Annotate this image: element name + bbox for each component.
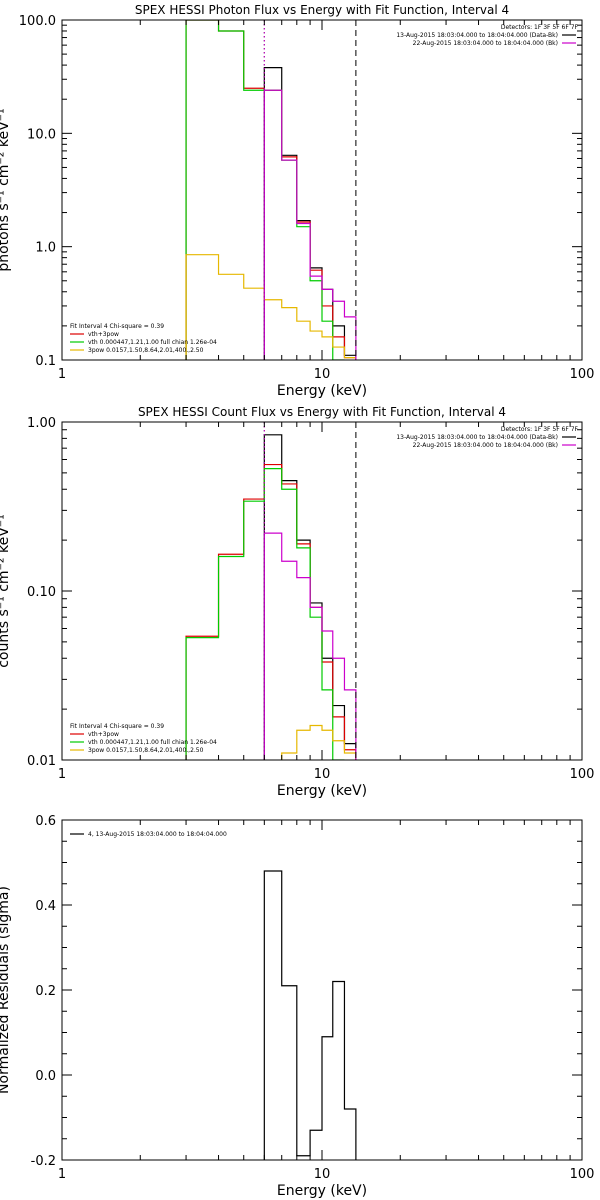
x-tick-label: 10 — [314, 767, 331, 782]
y-tick-label: 10.0 — [27, 127, 56, 142]
legend-label: 3pow 0.0157,1.50,8.64,2.01,400.,2.50 — [88, 747, 204, 754]
annotation-right: Detectors: 1F 3F 5F 6F 7F — [501, 24, 579, 31]
legend-title: Fit Interval 4 Chi-square = 0.39 — [70, 323, 164, 330]
y-tick-label: 1.00 — [27, 416, 56, 431]
x-tick-label: 10 — [314, 367, 331, 382]
legend-title: Fit Interval 4 Chi-square = 0.39 — [70, 723, 164, 730]
y-tick-label: 0.0 — [35, 1069, 56, 1084]
series-group — [263, 870, 357, 1160]
chart-title: SPEX HESSI Photon Flux vs Energy with Fi… — [135, 3, 509, 17]
series-4-line — [263, 532, 357, 760]
y-tick-label: 0.01 — [27, 754, 56, 769]
legend-label: vth+3pow — [88, 731, 119, 738]
x-tick-label: 10 — [314, 1167, 331, 1182]
series-3-line — [185, 254, 357, 360]
legend-label: 4, 13-Aug-2015 18:03:04.000 to 18:04:04.… — [88, 831, 227, 838]
annotation-right: 13-Aug-2015 18:03:04.000 to 18:04:04.000… — [396, 434, 558, 441]
chart-count: 1 10 100 Energy (keV) 0.01 0.10 1.00 counts s⁻¹… — [0, 405, 594, 799]
y-axis-label: photons s⁻¹ cm⁻² keV⁻¹ — [0, 108, 12, 271]
x-tick-label: 100 — [570, 767, 595, 782]
legend-label: vth 0.000447,1.21,1.00 full chian 1.26e-… — [88, 339, 217, 346]
y-tick-label: 0.10 — [27, 585, 56, 600]
annotation-right: 22-Aug-2015 18:03:04.000 to 18:04:04.000… — [413, 442, 558, 449]
x-tick-label: 100 — [570, 367, 595, 382]
y-axis-label: counts s⁻¹ cm⁻² keV⁻¹ — [0, 514, 12, 668]
chart-photon: 1 10 100 Energy (keV) 0.1 1.0 10.0 100.0 photons… — [0, 3, 594, 399]
annotation-right: 13-Aug-2015 18:03:04.000 to 18:04:04.000… — [396, 32, 558, 39]
x-axis-label: Energy (keV) — [277, 783, 367, 799]
x-tick-label: 1 — [58, 767, 66, 782]
x-tick-label: 1 — [58, 367, 66, 382]
x-tick-label: 100 — [570, 1167, 595, 1182]
y-tick-label: 1.0 — [35, 241, 56, 256]
y-tick-label: -0.2 — [31, 1154, 56, 1169]
series-group — [185, 20, 357, 360]
series-0-line — [263, 870, 357, 1160]
x-axis-label: Energy (keV) — [277, 1183, 367, 1199]
series-2-line — [185, 467, 345, 760]
y-tick-label: 0.1 — [35, 354, 56, 369]
series-4-line — [263, 89, 357, 360]
annotation-right: Detectors: 1F 3F 5F 6F 7F — [501, 426, 579, 433]
legend-label: 3pow 0.0157,1.50,8.64,2.01,400.,2.50 — [88, 347, 204, 354]
x-axis-label: Energy (keV) — [277, 383, 367, 399]
chart-title: SPEX HESSI Count Flux vs Energy with Fit… — [138, 405, 506, 419]
series-group — [185, 434, 357, 760]
legend-label: vth+3pow — [88, 331, 119, 338]
chart-residuals: 1 10 100 Energy (keV) -0.2 0.0 0.2 0.4 0.6 Normal… — [0, 814, 594, 1199]
y-tick-label: 0.2 — [35, 984, 56, 999]
series-3-line — [281, 724, 357, 760]
y-tick-label: 100.0 — [19, 14, 56, 29]
legend-label: vth 0.000447,1.21,1.00 full chian 1.26e-… — [88, 739, 217, 746]
x-tick-label: 1 — [58, 1167, 66, 1182]
y-tick-label: 0.4 — [35, 899, 56, 914]
annotation-right: 22-Aug-2015 18:03:04.000 to 18:04:04.000… — [413, 40, 558, 47]
y-axis-label: Normalized Residuals (sigma) — [0, 886, 12, 1094]
y-tick-label: 0.6 — [35, 814, 56, 829]
